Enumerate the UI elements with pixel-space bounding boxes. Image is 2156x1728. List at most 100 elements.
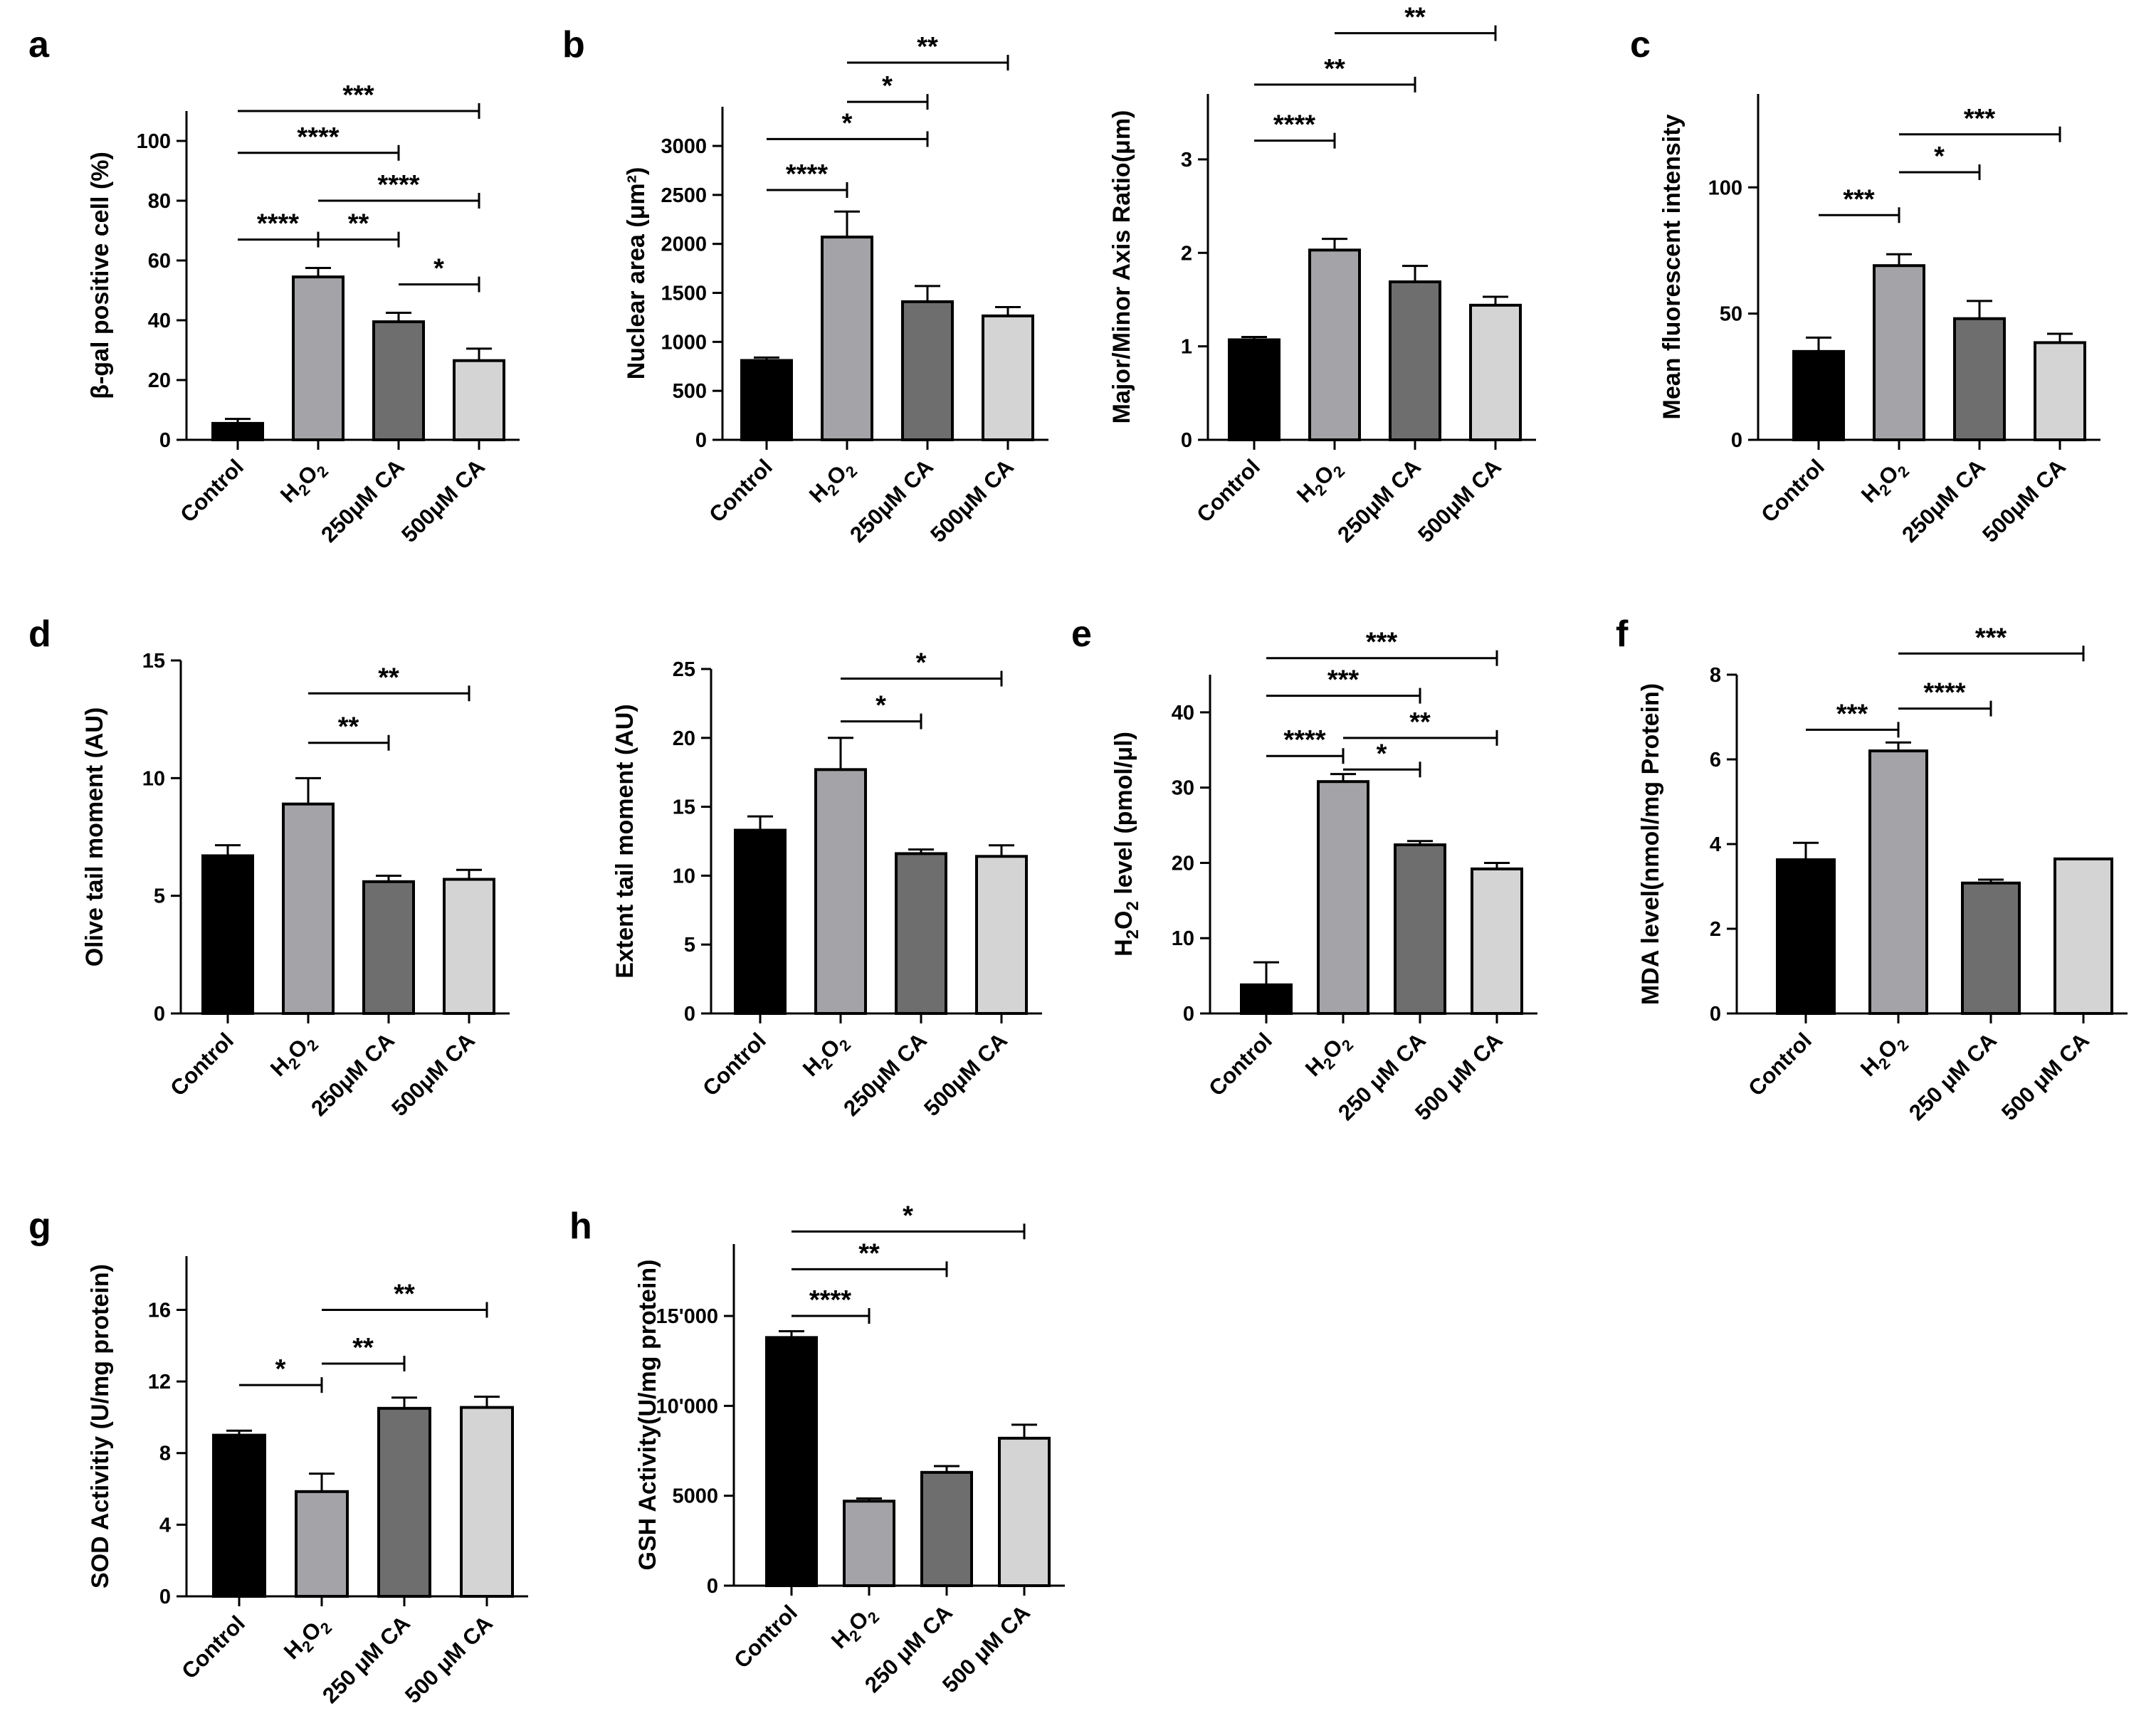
panel-b2: 0 1 2 3 Major/Minor Axis Ratio(μm) Control H2O…: [1108, 3, 1536, 547]
y-tick-label: 12: [148, 1371, 171, 1394]
y-tick-label: 40: [1172, 702, 1194, 725]
significance-label: *: [903, 1201, 913, 1231]
panel-label-g: g: [28, 1206, 51, 1247]
x-tick-label: H2O2: [1300, 1028, 1357, 1084]
y-tick-label: 0: [159, 429, 171, 452]
x-tick-label: Control: [704, 454, 777, 527]
significance-label: ****: [809, 1285, 851, 1315]
panel-g: g 0 4 8 12 16 SOD Activitiy (U/mg protein) Cont…: [28, 1206, 528, 1708]
panel-d2: 0 5 10 15 20 25 Extent tail moment (AU) Control…: [611, 648, 1042, 1121]
bar-f-1: [1868, 749, 1928, 1015]
significance-label: **: [1404, 3, 1426, 33]
x-tick-label: 500μM CA: [925, 454, 1019, 547]
significance-label: ***: [1964, 104, 1996, 134]
x-tick-label: Control: [175, 454, 248, 527]
significance-label: **: [1324, 54, 1345, 84]
x-tick-label: 500 μM CA: [1997, 1028, 2094, 1125]
bar-f-0: [1776, 858, 1836, 1016]
bar-c-3: [2034, 341, 2086, 442]
significance-label: **: [1409, 707, 1431, 737]
bar-f-2: [1961, 881, 2021, 1015]
x-tick-label: Control: [1743, 1028, 1816, 1101]
significance-label: ***: [1327, 665, 1360, 695]
x-tick-label: H2O2: [1856, 1028, 1912, 1084]
panel-label-f: f: [1616, 613, 1629, 655]
bar-b1-1: [821, 236, 873, 441]
y-tick-label: 15'000: [656, 1305, 718, 1328]
x-tick-label: 250 μM CA: [1904, 1028, 2002, 1125]
panel-label-c: c: [1630, 24, 1651, 65]
y-axis-label: H2O2 level (pmol/μl): [1110, 732, 1142, 957]
y-tick-label: 20: [673, 727, 695, 750]
x-tick-label: H2O2: [1856, 454, 1913, 510]
y-axis-label: Olive tail moment (AU): [81, 707, 108, 967]
significance-label: ****: [377, 170, 419, 200]
significance-label: *: [275, 1354, 286, 1384]
y-axis-label: Extent tail moment (AU): [611, 704, 638, 978]
y-tick-label: 1000: [661, 331, 707, 354]
bar-g-1: [295, 1490, 349, 1598]
y-tick-label: 5: [684, 934, 695, 957]
x-tick-label: 500 μM CA: [400, 1611, 498, 1708]
y-tick-label: 5: [154, 885, 165, 908]
significance-label: *: [1377, 739, 1387, 769]
panel-d1: d 0 5 10 15 Olive tail moment (AU) Control H2O2…: [28, 613, 510, 1121]
bar-d2-2: [895, 852, 947, 1015]
bar-g-0: [212, 1433, 266, 1598]
significance-label: *: [433, 254, 444, 284]
x-tick-label: H2O2: [265, 1028, 322, 1084]
panel-f: f 0 2 4 6 8 MDA level(nmol/mg Protein) Control H…: [1616, 613, 2128, 1125]
y-axis-label: GSH Activity(U/mg protein): [634, 1260, 661, 1571]
y-tick-label: 15: [673, 796, 695, 819]
x-tick-label: 250μM CA: [838, 1028, 932, 1121]
x-tick-label: 500μM CA: [919, 1028, 1012, 1121]
x-tick-label: Control: [729, 1600, 802, 1673]
y-tick-label: 2: [1710, 918, 1721, 941]
y-tick-label: 0: [1710, 1003, 1721, 1026]
significance-label: ****: [297, 122, 339, 152]
bar-c-2: [1953, 317, 2006, 441]
significance-label: **: [858, 1238, 880, 1268]
significance-label: **: [917, 32, 938, 62]
bar-g-3: [460, 1406, 514, 1598]
y-tick-label: 4: [1710, 833, 1721, 856]
panel-c: c 0 50 100 Mean fluorescent intensity Control…: [1630, 24, 2100, 547]
y-tick-label: 20: [1172, 852, 1194, 875]
y-tick-label: 10'000: [656, 1395, 718, 1418]
y-tick-label: 16: [148, 1299, 171, 1322]
panel-e: e 0 10 20 30 40 H2O2 level (pmol/μl) Control H2O…: [1071, 613, 1537, 1125]
x-tick-label: Control: [1204, 1028, 1277, 1101]
y-axis-label: Mean fluorescent intensity: [1658, 114, 1686, 419]
x-tick-label: Control: [1756, 454, 1829, 527]
significance-label: **: [352, 1333, 374, 1363]
y-tick-label: 0: [1731, 429, 1742, 452]
bar-b1-3: [982, 314, 1034, 441]
significance-label: ***: [1366, 628, 1398, 658]
y-tick-label: 50: [1720, 303, 1742, 326]
panel-label-a: a: [28, 24, 50, 65]
y-tick-label: 2: [1181, 242, 1192, 265]
y-axis-label: Nuclear area (μm²): [623, 167, 650, 380]
x-tick-label: 500μM CA: [396, 454, 490, 547]
bar-h-3: [998, 1436, 1051, 1588]
bar-d2-1: [814, 768, 867, 1015]
y-tick-label: 6: [1710, 749, 1721, 771]
significance-label: ***: [342, 80, 374, 110]
panel-a: a 0 20 40 60 80 100 β-gal positive cell (%) Cont…: [28, 24, 520, 547]
significance-label: **: [348, 209, 369, 239]
y-tick-label: 8: [159, 1443, 171, 1465]
y-tick-label: 1500: [661, 283, 707, 305]
x-tick-label: 250 μM CA: [317, 1611, 415, 1708]
bar-d1-1: [282, 802, 335, 1015]
bar-d2-3: [975, 855, 1028, 1016]
bar-b2-3: [1469, 303, 1522, 442]
x-tick-label: Control: [177, 1611, 250, 1684]
x-tick-label: 500μM CA: [1413, 454, 1506, 547]
y-axis-label: Major/Minor Axis Ratio(μm): [1108, 110, 1135, 424]
bar-d2-0: [734, 828, 787, 1015]
significance-label: **: [378, 663, 399, 692]
y-tick-label: 2500: [661, 184, 707, 207]
y-tick-label: 5000: [672, 1485, 718, 1508]
